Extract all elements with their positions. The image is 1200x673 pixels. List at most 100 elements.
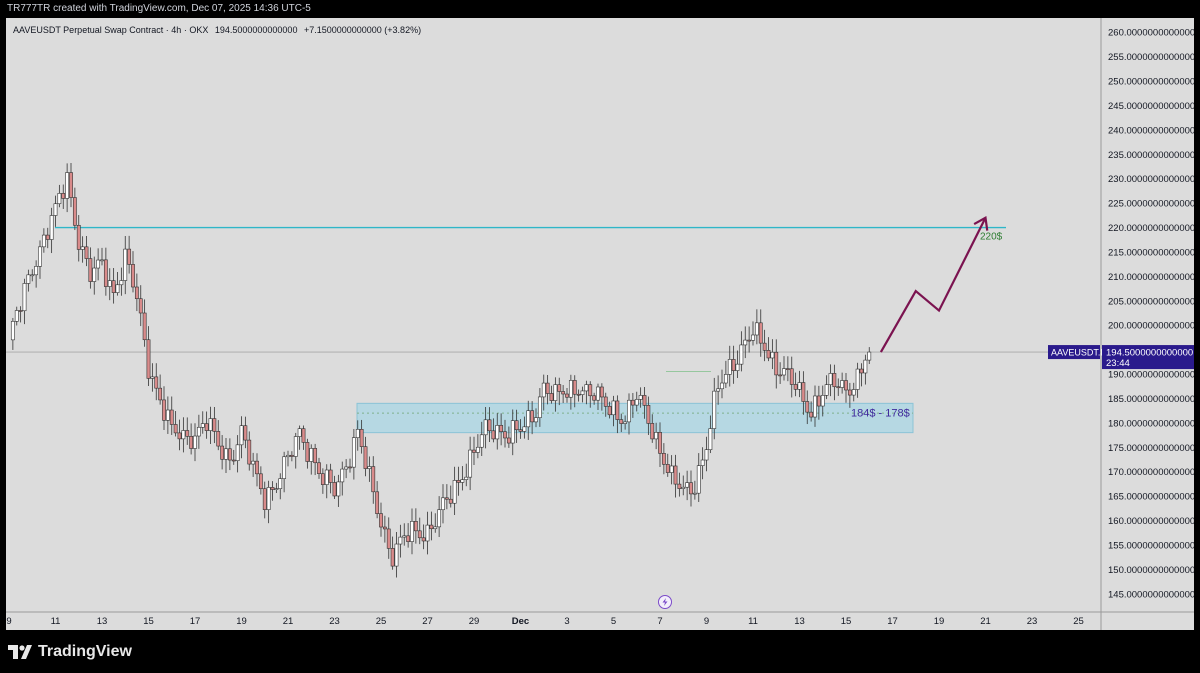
- candle-body: [382, 526, 387, 530]
- candle-body: [700, 459, 705, 466]
- candle-body: [638, 395, 643, 400]
- y-tick-label: 160.0000000000000: [1108, 516, 1194, 527]
- candle-body: [634, 399, 639, 406]
- attribution-text: TR777TR created with TradingView.com, De…: [0, 0, 1200, 18]
- candle-body: [72, 197, 77, 226]
- candle-body: [231, 459, 236, 462]
- price-badge: [1102, 345, 1194, 370]
- candle-body: [723, 374, 728, 384]
- candle-body: [820, 395, 825, 407]
- candle-body: [510, 420, 515, 444]
- tradingview-logo[interactable]: TradingView: [8, 642, 132, 662]
- candle-body: [41, 234, 46, 248]
- x-tick-label: 7: [657, 616, 662, 627]
- x-tick-label: 9: [6, 616, 11, 627]
- candle-body: [751, 334, 755, 341]
- candle-body: [297, 428, 302, 437]
- candle-body: [433, 526, 438, 530]
- x-tick-label: 19: [236, 616, 247, 627]
- candle-body: [181, 430, 186, 440]
- candle-body: [448, 498, 453, 504]
- candle-body: [491, 430, 496, 440]
- candle-body: [514, 420, 519, 431]
- candle-body: [836, 386, 841, 389]
- y-tick-label: 215.0000000000000: [1108, 247, 1194, 258]
- candle-body: [57, 193, 62, 205]
- candle-body: [572, 380, 577, 395]
- candle-body: [293, 436, 298, 457]
- lightning-glyph: [662, 598, 668, 606]
- x-tick-label: 11: [748, 616, 758, 627]
- candle-body: [92, 267, 97, 282]
- candle-body: [824, 384, 829, 396]
- candle-body: [828, 373, 833, 385]
- candle-body: [379, 513, 383, 528]
- candle-body: [627, 399, 631, 423]
- y-tick-label: 235.0000000000000: [1108, 150, 1194, 161]
- candle-body: [537, 396, 542, 418]
- y-tick-label: 260.0000000000000: [1108, 28, 1194, 39]
- candle-body: [185, 430, 190, 437]
- symbol-info: AAVEUSDT Perpetual Swap Contract · 4h · …: [13, 25, 421, 35]
- candle-body: [483, 419, 488, 436]
- candle-body: [630, 399, 635, 406]
- candle-body: [355, 429, 360, 438]
- projection-arrow: [879, 217, 987, 353]
- candle-body: [363, 446, 368, 469]
- candle-body: [549, 393, 554, 401]
- chart-svg[interactable]: 260.0000000000000 255.0000000000000 250.00…: [6, 18, 1194, 630]
- candle-body: [107, 280, 112, 287]
- tradingview-icon: [8, 645, 32, 659]
- candle-body: [14, 310, 19, 322]
- candle-body: [146, 339, 151, 379]
- arrow-head: [973, 216, 989, 231]
- x-tick-label: 19: [934, 616, 945, 627]
- candle-body: [801, 382, 806, 402]
- candle-body: [131, 264, 135, 288]
- candle-body: [332, 482, 337, 497]
- x-tick-label: 3: [564, 616, 569, 627]
- y-tick-label: 200.0000000000000: [1108, 321, 1194, 332]
- candle-body: [596, 386, 600, 401]
- candle-body: [274, 488, 279, 490]
- x-tick-label: 13: [97, 616, 108, 627]
- y-tick-label: 225.0000000000000: [1108, 199, 1194, 210]
- candle-body: [390, 548, 395, 567]
- x-tick-label: Dec: [512, 616, 529, 627]
- candle-body: [727, 359, 732, 375]
- candle-body: [607, 406, 612, 416]
- candle-body: [177, 432, 182, 440]
- candle-body: [588, 384, 593, 397]
- candle-body: [162, 399, 166, 421]
- candle-body: [754, 322, 759, 336]
- symbol-change: +7.1500000000000 (+3.82%): [303, 25, 422, 35]
- ticker-badge-text: AAVEUSDT.P: [1051, 348, 1106, 358]
- candle-body: [154, 376, 159, 389]
- candle-body: [45, 234, 50, 240]
- candle-body: [704, 449, 709, 461]
- candle-body: [619, 419, 624, 424]
- candle-body: [348, 466, 352, 469]
- candle-body: [793, 384, 798, 390]
- x-tick-label: 21: [283, 616, 294, 627]
- x-tick-label: 15: [143, 616, 154, 627]
- chart-frame[interactable]: 260.0000000000000 255.0000000000000 250.00…: [6, 18, 1194, 630]
- candle-body: [398, 536, 403, 545]
- candle-body: [580, 390, 585, 395]
- y-tick-label: 185.0000000000000: [1108, 394, 1194, 405]
- candle-body: [805, 401, 810, 413]
- symbol-price: 194.5000000000000: [214, 25, 298, 35]
- candle-body: [289, 454, 294, 457]
- candle-body: [650, 423, 655, 440]
- candle-body: [123, 248, 128, 281]
- candle-body: [778, 374, 783, 377]
- candle-body: [437, 509, 442, 528]
- symbol-name: AAVEUSDT Perpetual Swap Contract: [13, 25, 164, 35]
- candle-body: [464, 476, 469, 480]
- candle-body: [855, 368, 860, 390]
- candle-body: [386, 528, 391, 549]
- y-tick-label: 190.0000000000000: [1108, 370, 1194, 381]
- candle-body: [10, 321, 15, 341]
- candle-body: [844, 380, 848, 391]
- candle-body: [196, 426, 201, 437]
